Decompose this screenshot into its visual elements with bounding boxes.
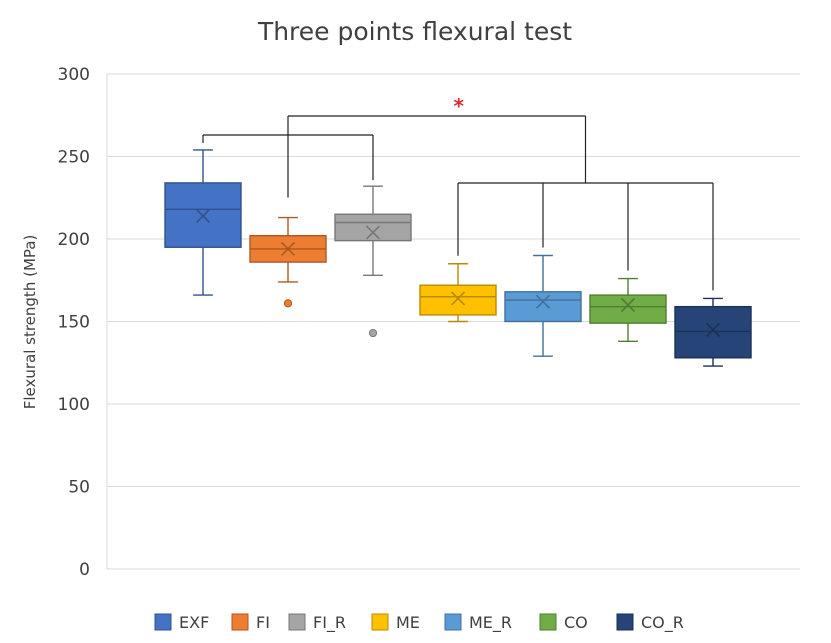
y-tick-label-50: 50: [68, 478, 90, 498]
legend-swatch-co-r: [616, 613, 634, 631]
legend-label-co: CO: [564, 613, 588, 632]
legend-item-fi: FI: [231, 613, 270, 632]
legend-swatch-fi: [231, 613, 249, 631]
y-tick-label-300: 300: [58, 65, 90, 85]
legend-item-me-r: ME_R: [444, 613, 512, 633]
box-fi: [249, 216, 327, 308]
legend-swatch-me: [371, 613, 389, 631]
chart-title: Three points flexural test: [257, 17, 572, 46]
significance-brackets: [202, 115, 714, 291]
box-co-r: [674, 297, 752, 367]
y-axis-label: Flexural strength (MPa): [21, 235, 39, 410]
y-tick-label-250: 250: [58, 148, 90, 168]
iqr-box-co-r: [674, 305, 752, 359]
legend-swatch-co: [539, 613, 557, 631]
box-co: [589, 277, 667, 342]
y-tick-labels: 0 50 100 150 200 250 300: [58, 65, 90, 580]
legend-label-me: ME: [396, 613, 420, 632]
legend-label-co-r: CO_R: [641, 613, 684, 633]
mean-marker-fi: [280, 241, 296, 256]
iqr-box-co: [589, 294, 667, 324]
mean-marker-exf: [195, 208, 211, 223]
legend-label-exf: EXF: [179, 613, 209, 632]
mean-marker-fi-r: [365, 225, 381, 240]
mean-marker-co-r: [705, 322, 721, 337]
legend-item-me: ME: [371, 613, 420, 632]
y-tick-label-200: 200: [58, 230, 90, 250]
box-series: [164, 149, 752, 367]
legend-label-fi: FI: [256, 613, 270, 632]
legend-swatch-fi-r: [288, 613, 306, 631]
iqr-box-me: [419, 284, 497, 316]
legend-label-me-r: ME_R: [469, 613, 512, 633]
y-tick-label-150: 150: [58, 313, 90, 333]
legend: EXF FI FI_R ME ME_R CO CO_R: [154, 613, 684, 633]
y-tick-label-0: 0: [79, 560, 90, 580]
legend-item-co-r: CO_R: [616, 613, 684, 633]
outlier-fi: [283, 299, 293, 308]
significance-marker: *: [454, 94, 465, 118]
box-me-r: [504, 254, 582, 357]
iqr-box-fi-r: [334, 213, 412, 242]
legend-swatch-me-r: [444, 613, 462, 631]
legend-item-exf: EXF: [154, 613, 209, 632]
box-fi-r: [334, 185, 412, 338]
legend-item-fi-r: FI_R: [288, 613, 346, 633]
box-exf: [164, 149, 242, 296]
mean-marker-co: [620, 297, 636, 313]
iqr-box-me-r: [504, 291, 582, 323]
legend-item-co: CO: [539, 613, 588, 632]
legend-swatch-exf: [154, 613, 172, 631]
outlier-fi-r: [368, 328, 378, 338]
y-tick-label-100: 100: [58, 395, 90, 415]
legend-label-fi-r: FI_R: [313, 613, 346, 633]
box-me: [419, 263, 497, 323]
mean-marker-me: [450, 291, 466, 306]
mean-marker-me-r: [535, 294, 551, 309]
